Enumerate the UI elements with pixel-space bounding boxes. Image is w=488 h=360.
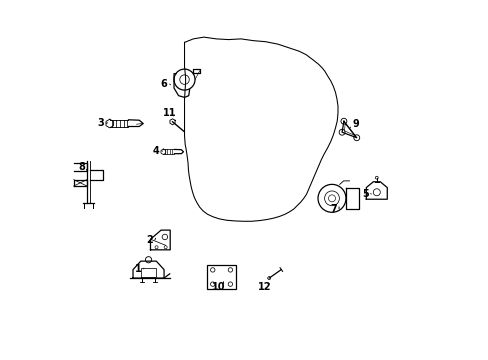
Text: 8: 8: [78, 162, 85, 172]
Text: 3: 3: [97, 118, 104, 128]
Text: 4: 4: [153, 146, 160, 156]
Text: 12: 12: [258, 282, 271, 292]
Text: 10: 10: [211, 282, 224, 292]
Text: 5: 5: [362, 189, 368, 199]
Text: 1: 1: [134, 264, 141, 274]
Text: 7: 7: [329, 204, 336, 214]
Text: 6: 6: [161, 79, 167, 89]
Text: 9: 9: [352, 119, 359, 129]
Text: 2: 2: [145, 235, 152, 245]
Text: 11: 11: [163, 108, 176, 118]
Bar: [207, 265, 236, 289]
